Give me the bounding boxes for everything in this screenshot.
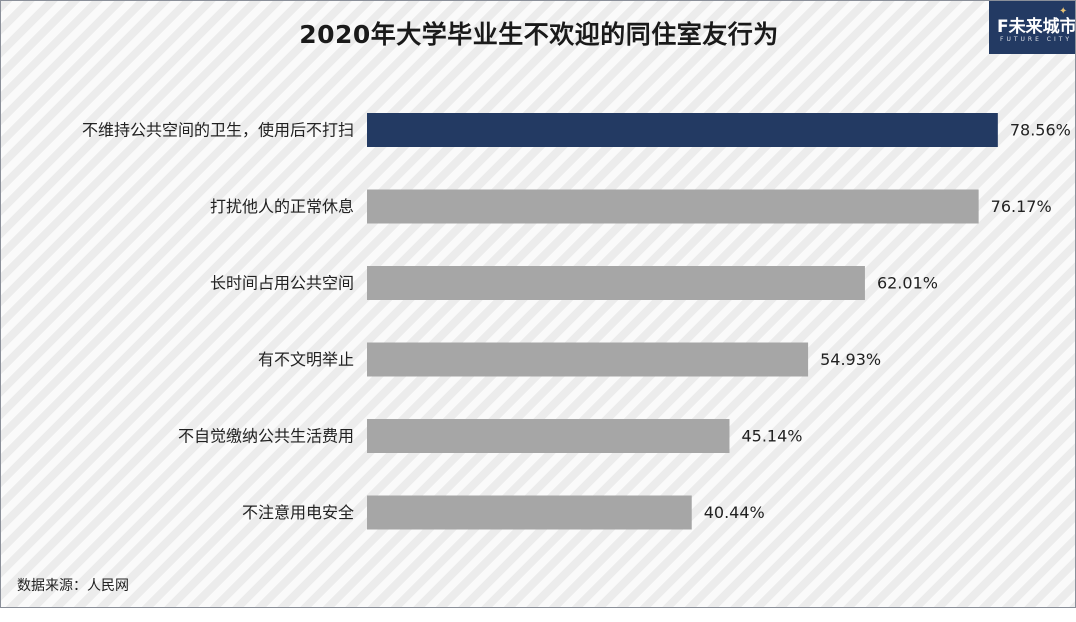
bar [367, 189, 979, 224]
bar-chart: 不维持公共空间的卫生，使用后不打扫 78.56% 打扰他人的正常休息 76.17% 长时… [82, 113, 1071, 530]
sparkle-icon: ✦ [1059, 6, 1068, 17]
logo-subtext: FUTURE CITY [1000, 36, 1073, 43]
bar [367, 342, 809, 377]
chart-title: 2020年大学毕业生不欢迎的同住室友行为 [299, 20, 779, 49]
chart-frame: 不维持公共空间的卫生，使用后不打扫 78.56% 打扰他人的正常休息 76.17% 长时… [0, 0, 1076, 608]
category-label: 打扰他人的正常休息 [210, 197, 354, 216]
value-label: 62.01% [877, 274, 938, 293]
value-label: 78.56% [1010, 121, 1071, 140]
data-source: 数据来源：人民网 [17, 578, 129, 594]
value-label: 45.14% [741, 427, 802, 446]
logo-text: F未来城市 [997, 17, 1076, 37]
category-label: 不自觉缴纳公共生活费用 [178, 427, 354, 446]
bar [367, 113, 998, 147]
value-label: 54.93% [820, 350, 881, 369]
category-label: 不维持公共空间的卫生，使用后不打扫 [82, 121, 354, 140]
category-label: 有不文明举止 [258, 350, 354, 369]
bar [367, 266, 865, 300]
value-label: 76.17% [991, 197, 1052, 216]
bar [367, 419, 730, 453]
value-label: 40.44% [704, 503, 765, 522]
category-label: 长时间占用公共空间 [210, 274, 354, 293]
category-label: 不注意用电安全 [242, 503, 354, 522]
bar [367, 495, 692, 530]
future-city-logo: F未来城市 FUTURE CITY ✦ [989, 1, 1076, 54]
